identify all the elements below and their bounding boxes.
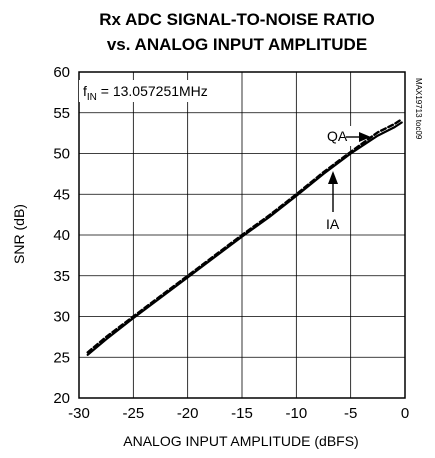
side-label-bg — [407, 78, 419, 170]
y-tick-label: 30 — [53, 309, 70, 326]
fin-annotation: fIN = 13.057251MHz — [83, 83, 208, 103]
chart-subtitle: vs. ANALOG INPUT AMPLITUDE — [107, 35, 367, 54]
fin-main: f — [83, 83, 87, 99]
fin-annotation-bg — [79, 80, 221, 102]
fin-sub: IN — [87, 92, 97, 103]
series-line-ia — [86, 121, 403, 356]
x-tick-label: -5 — [344, 405, 357, 422]
x-tick-label: -30 — [68, 405, 90, 422]
y-tick-label: 45 — [53, 186, 70, 203]
ia-label-bg — [322, 214, 346, 234]
y-tick-label: 60 — [53, 64, 70, 81]
x-tick-label: -20 — [177, 405, 199, 422]
x-tick-label: -10 — [285, 405, 307, 422]
x-tick-label: -25 — [122, 405, 144, 422]
plot-area — [78, 71, 406, 399]
y-tick-label: 35 — [53, 268, 70, 285]
chart-title: Rx ADC SIGNAL-TO-NOISE RATIO — [99, 10, 374, 29]
y-tick-label: 40 — [53, 227, 70, 244]
qa-arrow-head — [359, 132, 371, 142]
series-layer — [86, 118, 403, 356]
series-line-qa — [86, 118, 403, 354]
x-axis-label: ANALOG INPUT AMPLITUDE (dBFS) — [123, 433, 358, 449]
y-tick-label: 20 — [53, 390, 70, 407]
y-tick-label: 25 — [53, 349, 70, 366]
y-axis-label: SNR (dB) — [11, 204, 27, 264]
x-tick-label: -15 — [231, 405, 253, 422]
qa-label-bg — [323, 126, 353, 146]
ia-arrow-head — [328, 171, 338, 184]
y-tick-label: 50 — [53, 146, 70, 163]
ia-label: IA — [326, 216, 340, 232]
tick-labels: -30 -25 -20 -15 -10 -5 0 20 25 30 35 40 45 50 55 60 — [53, 64, 409, 422]
figure-id-label: MAX19713 toc09 — [414, 78, 423, 140]
x-tick-label: 0 — [401, 405, 409, 422]
qa-label: QA — [327, 128, 348, 144]
fin-rest: = 13.057251MHz — [97, 83, 208, 99]
y-tick-label: 55 — [53, 105, 70, 122]
